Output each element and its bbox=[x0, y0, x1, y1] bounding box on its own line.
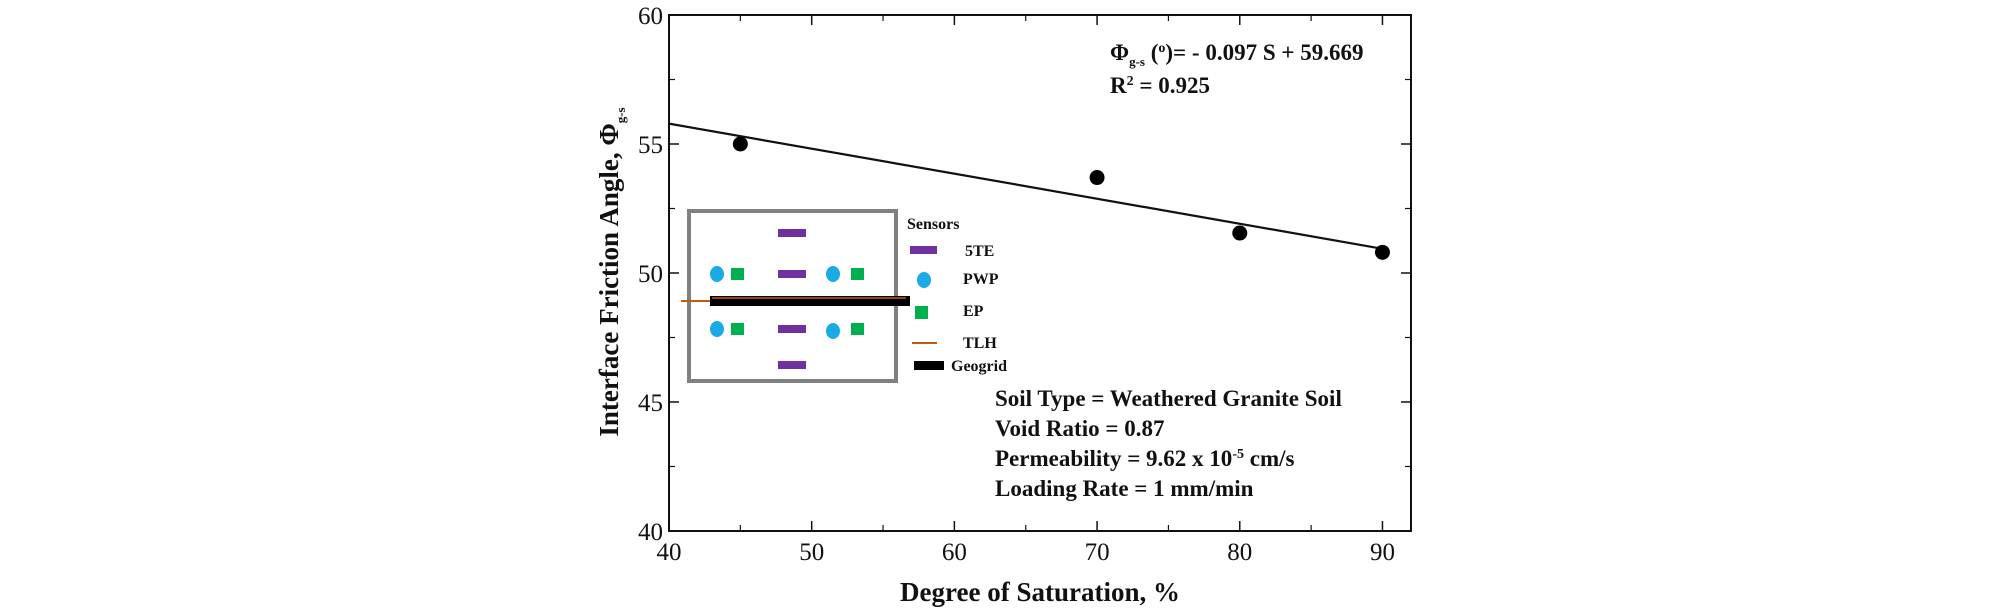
permeability: Permeability = 9.62 x 10-5 cm/s bbox=[995, 446, 1294, 471]
legend-swatch-ep bbox=[915, 306, 928, 319]
tick-labels: 40 50 60 70 80 90 40 45 50 55 60 bbox=[638, 3, 1395, 566]
x-tick-label: 50 bbox=[799, 539, 824, 566]
x-tick-label: 90 bbox=[1370, 539, 1395, 566]
y-axis-title-subscript: g-s bbox=[613, 107, 628, 123]
y-tick-label: 40 bbox=[638, 519, 663, 546]
y-tick-label: 55 bbox=[638, 132, 663, 159]
y-axis-title-main: Interface Friction Angle, Φ bbox=[594, 123, 624, 436]
legend-label-geogrid: Geogrid bbox=[951, 358, 1007, 375]
sensor-ep bbox=[731, 268, 744, 280]
y-tick-label: 50 bbox=[638, 261, 663, 288]
equation-rhs: )= - 0.097 S + 59.669 bbox=[1165, 40, 1363, 65]
r-squared-sup: 2 bbox=[1127, 74, 1134, 89]
legend-swatch-pwp bbox=[917, 272, 931, 288]
r-squared-value: = 0.925 bbox=[1134, 73, 1210, 98]
fit-equation: Φg-s (o)= - 0.097 S + 59.669 bbox=[1110, 40, 1363, 69]
permeability-main: Permeability = 9.62 x 10 bbox=[995, 446, 1232, 471]
sensor-5te bbox=[778, 361, 806, 369]
geogrid bbox=[710, 296, 910, 306]
x-axis-title: Degree of Saturation, % bbox=[900, 577, 1180, 607]
sensor-5te bbox=[778, 229, 806, 237]
sensor-pwp bbox=[826, 323, 840, 339]
soil-type: Soil Type = Weathered Granite Soil bbox=[995, 386, 1342, 411]
y-axis-title: Interface Friction Angle, Φg-s bbox=[594, 107, 628, 436]
equation-subscript: g-s bbox=[1129, 54, 1145, 69]
permeability-exponent: -5 bbox=[1232, 447, 1244, 462]
legend-label-5te: 5TE bbox=[965, 243, 994, 260]
equation-symbol: Φ bbox=[1110, 40, 1129, 65]
inset-diagram bbox=[681, 209, 910, 383]
data-point bbox=[1374, 244, 1390, 260]
y-tick-label: 60 bbox=[638, 3, 663, 30]
r-squared-main: R bbox=[1110, 73, 1127, 98]
legend-swatch-geogrid bbox=[914, 361, 944, 370]
sensor-5te bbox=[778, 270, 806, 278]
x-tick-label: 80 bbox=[1227, 539, 1252, 566]
data-point bbox=[1089, 170, 1105, 186]
y-tick-label: 45 bbox=[638, 390, 663, 417]
sensor-pwp bbox=[826, 266, 840, 282]
sensor-pwp bbox=[710, 266, 724, 282]
sensor-ep bbox=[731, 323, 744, 335]
sensor-ep bbox=[851, 323, 864, 335]
x-tick-label: 60 bbox=[942, 539, 967, 566]
legend-label-pwp: PWP bbox=[963, 271, 999, 288]
data-points bbox=[732, 136, 1390, 260]
sensor-pwp bbox=[710, 321, 724, 337]
x-tick-label: 40 bbox=[657, 539, 682, 566]
legend-label-tlh: TLH bbox=[963, 335, 997, 352]
fit-line bbox=[668, 122, 1383, 250]
equation-degree-sup: o bbox=[1158, 41, 1165, 56]
permeability-unit: cm/s bbox=[1244, 446, 1295, 471]
data-point bbox=[1232, 225, 1248, 241]
legend-swatch-5te bbox=[910, 246, 937, 254]
void-ratio: Void Ratio = 0.87 bbox=[995, 416, 1164, 441]
data-point bbox=[732, 136, 748, 152]
legend-title: Sensors bbox=[907, 216, 959, 233]
equation-unit-open: ( bbox=[1145, 40, 1158, 65]
axis-ticks bbox=[668, 14, 1411, 532]
sensor-5te bbox=[778, 325, 806, 333]
legend-label-ep: EP bbox=[963, 303, 984, 320]
x-tick-label: 70 bbox=[1085, 539, 1110, 566]
r-squared: R2 = 0.925 bbox=[1110, 73, 1210, 98]
loading-rate: Loading Rate = 1 mm/min bbox=[995, 476, 1254, 501]
inset-legend: Sensors 5TE PWP EP TLH Geogrid bbox=[907, 216, 1007, 375]
sensor-ep bbox=[851, 268, 864, 280]
